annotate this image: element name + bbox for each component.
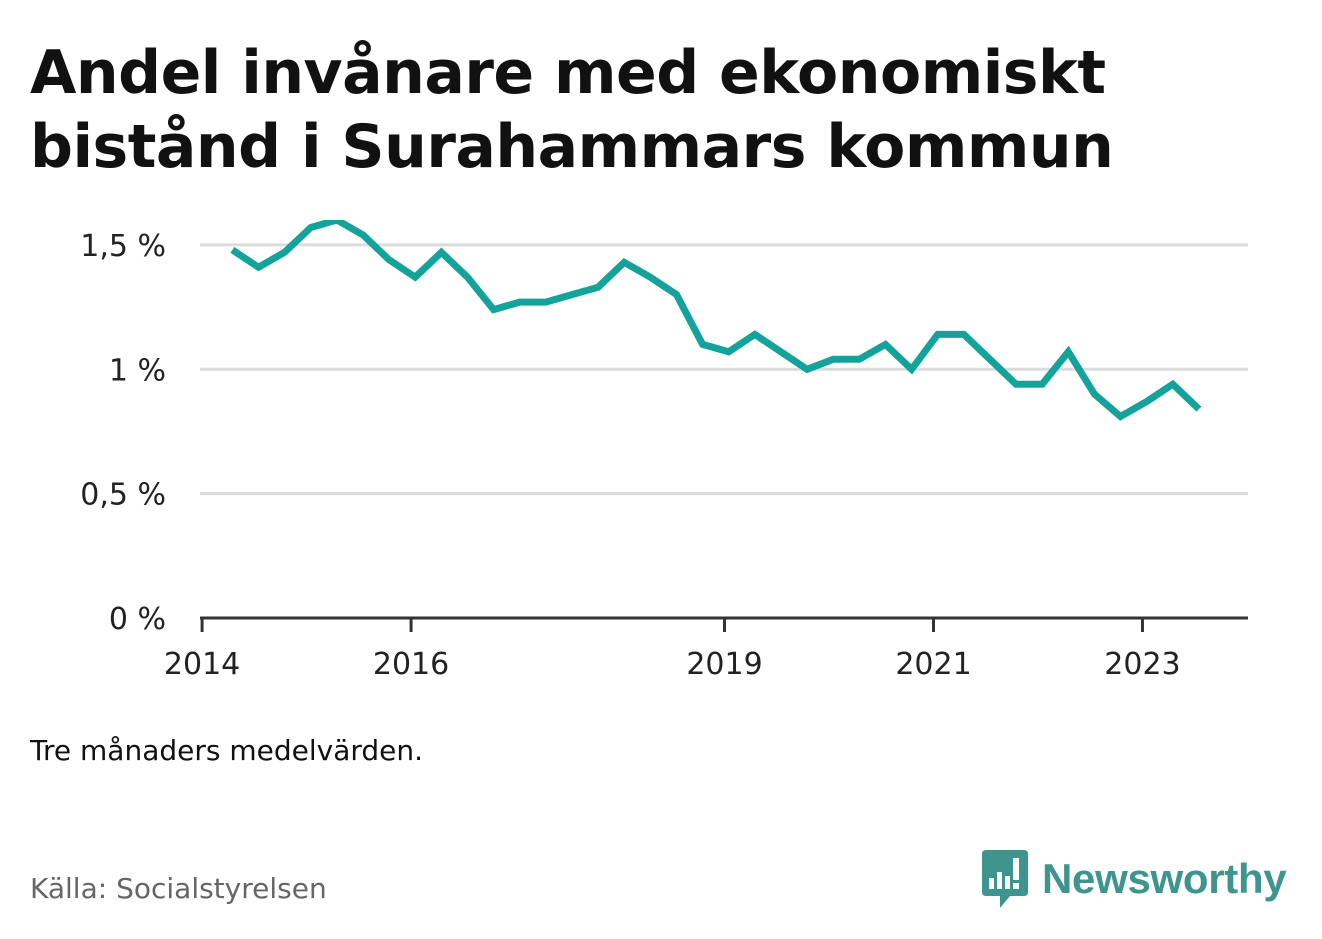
data-point [415, 277, 416, 278]
data-point [232, 249, 233, 250]
data-point [1016, 384, 1017, 385]
y-tick-label: 1,5 % [80, 229, 166, 264]
series-line [230, 220, 1202, 421]
data-point [493, 309, 494, 310]
brand-logo: Newsworthy [980, 848, 1287, 910]
data-point [833, 359, 834, 360]
data-point [780, 351, 781, 352]
data-point [989, 359, 990, 360]
data-point [702, 344, 703, 345]
data-point [754, 334, 755, 335]
data-point [1120, 416, 1121, 417]
data-point [310, 227, 311, 228]
data-point [911, 369, 912, 370]
chart-title: Andel invånare med ekonomiskt bistånd i … [30, 38, 1114, 182]
data-point [598, 287, 599, 288]
data-point [1068, 351, 1069, 352]
y-axis-ticks: 0 % 0,5 % 1 % 1,5 % [80, 229, 166, 637]
data-point [1172, 384, 1173, 385]
data-point [1042, 384, 1043, 385]
bar-chart-speech-bubble-icon [982, 850, 1028, 908]
chart-note: Tre månaders medelvärden. [30, 734, 424, 767]
data-point [1146, 401, 1147, 402]
x-tick-label: 2016 [373, 647, 449, 682]
data-point [859, 359, 860, 360]
data-point [1198, 409, 1199, 410]
data-point [1094, 394, 1095, 395]
data-point [807, 369, 808, 370]
x-tick-label: 2019 [686, 647, 762, 682]
data-point [545, 302, 546, 303]
grid-lines [200, 243, 1248, 496]
data-point [728, 351, 729, 352]
data-point [519, 302, 520, 303]
brand-name: Newsworthy [1042, 855, 1287, 902]
data-point [676, 294, 677, 295]
data-point [362, 234, 363, 235]
data-point [571, 294, 572, 295]
data-point [624, 262, 625, 263]
data-point [441, 252, 442, 253]
data-point [258, 267, 259, 268]
data-point [650, 277, 651, 278]
series-group [230, 220, 1202, 421]
data-point [284, 252, 285, 253]
data-point [963, 334, 964, 335]
x-axis: 2014 2016 2019 2021 2023 [164, 616, 1248, 682]
data-point [389, 259, 390, 260]
x-tick-label: 2021 [895, 647, 971, 682]
y-tick-label: 0,5 % [80, 478, 166, 513]
data-point [937, 334, 938, 335]
data-point [467, 277, 468, 278]
data-point [885, 344, 886, 345]
x-tick-label: 2023 [1104, 647, 1180, 682]
line-chart: 0 % 0,5 % 1 % 1,5 % 2014 2016 2019 2021 2023 [80, 220, 1248, 682]
x-tick-label: 2014 [164, 647, 240, 682]
y-tick-label: 1 % [109, 353, 166, 388]
y-tick-label: 0 % [109, 602, 166, 637]
source-text: Källa: Socialstyrelsen [30, 872, 327, 905]
